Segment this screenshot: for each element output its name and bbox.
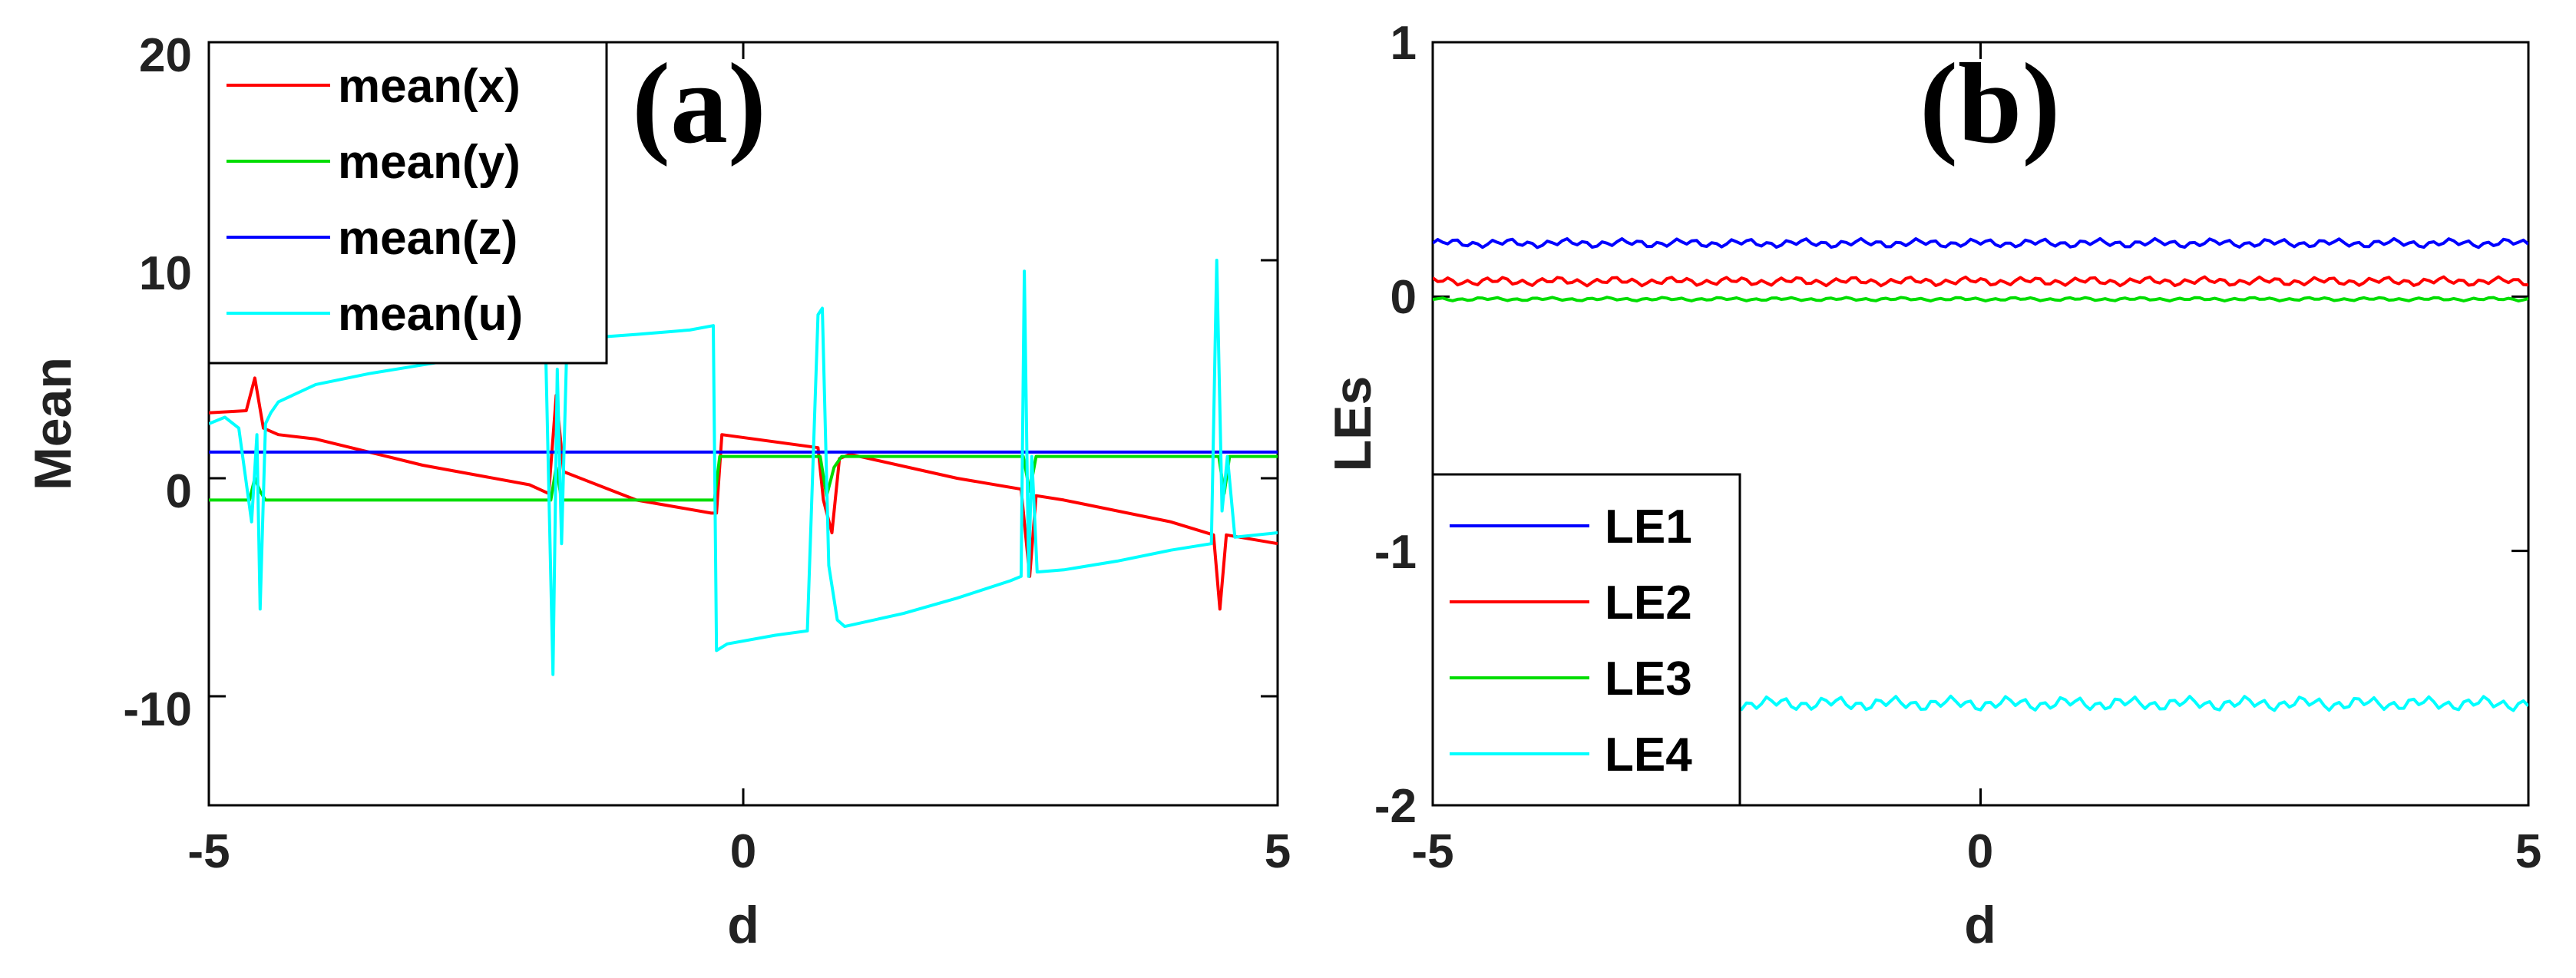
x-tick-label: 0 [1967, 825, 1993, 878]
y-tick-label: 0 [1391, 271, 1417, 324]
x-tick-label: 5 [1265, 825, 1291, 878]
y-tick-label: 10 [139, 247, 192, 300]
y-tick-label: -10 [123, 683, 192, 736]
x-axis-label-a: d [727, 896, 759, 954]
legend-label-mean-x: mean(x) [338, 60, 521, 113]
y-axis-label-b: LEs [1324, 376, 1382, 472]
legend-box-a [207, 41, 608, 365]
x-tick-labels-b: -5 0 5 [1411, 825, 2541, 878]
legend-a: mean(x) mean(y) mean(z) mean(u) [207, 41, 608, 365]
legend-label-mean-u: mean(u) [338, 288, 523, 341]
x-tick-label: 5 [2515, 825, 2541, 878]
y-tick-labels-a: 20 10 0 -10 [123, 29, 192, 736]
x-tick-label: -5 [187, 825, 230, 878]
y-axis-label-a: Mean [24, 357, 82, 491]
y-tick-label: -2 [1374, 780, 1417, 833]
series-a [209, 259, 1278, 676]
series-line-le3 [1433, 296, 2528, 302]
x-axis-label-b: d [1964, 896, 1996, 954]
panel-label-a: (a) [632, 40, 766, 167]
x-tick-label: 0 [730, 825, 756, 878]
panel-label-b: (b) [1920, 40, 2060, 167]
legend-label-le1: LE1 [1605, 501, 1692, 553]
series-line-mean-y [209, 454, 1278, 502]
y-tick-label: 1 [1391, 17, 1417, 70]
legend-label-le3: LE3 [1605, 653, 1692, 705]
series-line-mean-x [209, 376, 1278, 611]
y-tick-label: -1 [1374, 526, 1417, 579]
series-line-le1 [1433, 236, 2528, 249]
legend-label-mean-z: mean(z) [338, 212, 518, 265]
panel-b: 1 0 -1 -2 -5 0 5 d LEs (b) LE1 LE2 LE3 L… [1324, 17, 2541, 954]
legend-label-le4: LE4 [1605, 729, 1692, 781]
panel-a: 20 10 0 -10 -5 0 5 d Mean (a) mean(x) me… [24, 29, 1291, 954]
series-line-le2 [1433, 275, 2528, 288]
legend-label-mean-y: mean(y) [338, 136, 521, 189]
y-tick-label: 20 [139, 29, 192, 82]
legend-box-b [1431, 473, 1741, 807]
legend-label-le2: LE2 [1605, 577, 1692, 629]
x-tick-label: -5 [1411, 825, 1453, 878]
series-line-mean-u [209, 259, 1278, 676]
legend-b: LE1 LE2 LE3 LE4 [1431, 473, 1741, 807]
x-tick-labels-a: -5 0 5 [187, 825, 1291, 878]
y-tick-label: 0 [166, 465, 192, 518]
y-tick-labels-b: 1 0 -1 -2 [1374, 17, 1417, 833]
